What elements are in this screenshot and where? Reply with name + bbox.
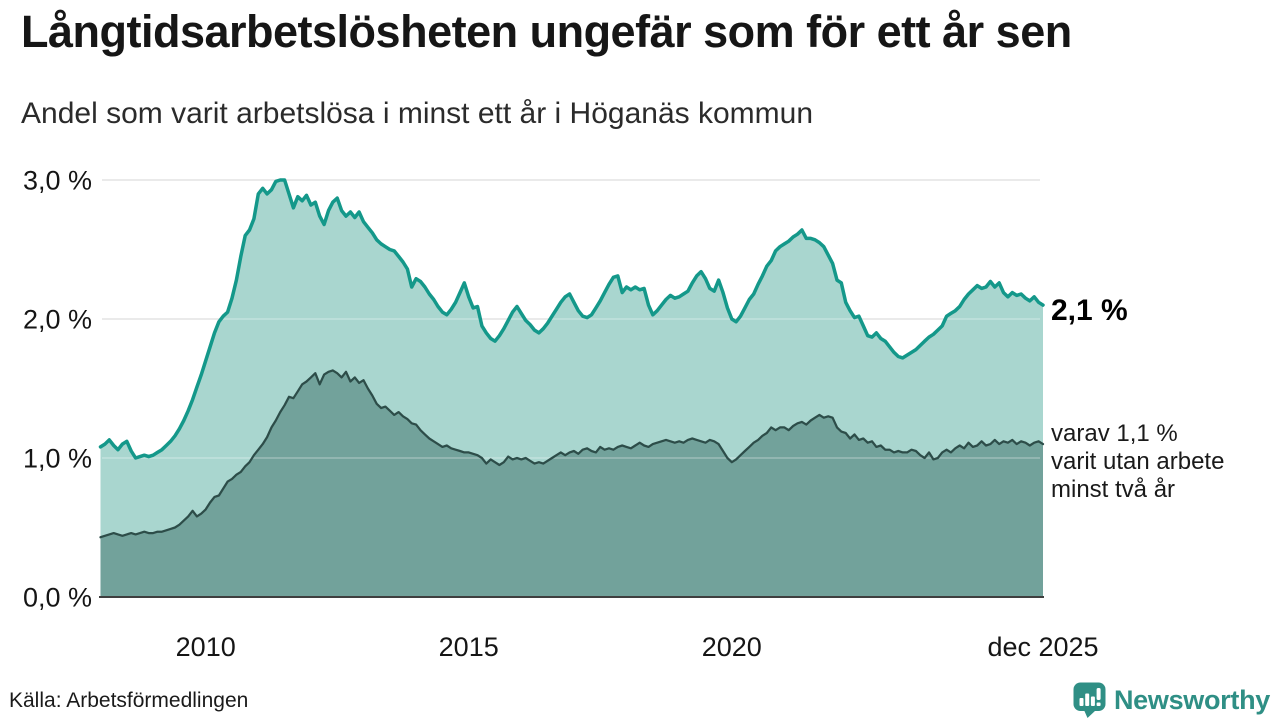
- y-tick-label: 0,0 %: [23, 583, 92, 613]
- two-year-annotation-line1: varav 1,1 %: [1051, 420, 1178, 447]
- x-tick-label: dec 2025: [987, 632, 1098, 662]
- x-tick-label: 2010: [176, 632, 236, 662]
- newsworthy-logo-text: Newsworthy: [1113, 684, 1270, 715]
- total-area: [100, 180, 1043, 538]
- latest-value-annotation: 2,1 %: [1051, 294, 1128, 327]
- page-title: Långtidsarbetslösheten ungefär som för e…: [21, 6, 1072, 57]
- x-tick-label: 2020: [702, 632, 762, 662]
- newsworthy-logo: Newsworthy: [1073, 682, 1270, 718]
- x-tick-label: 2015: [439, 632, 499, 662]
- y-tick-label: 1,0 %: [23, 444, 92, 474]
- total-line: [98, 178, 1045, 460]
- two-year-annotation: varav 1,1 % varit utan arbete minst två …: [1051, 420, 1224, 504]
- page-subtitle: Andel som varit arbetslösa i minst ett å…: [21, 97, 813, 130]
- two-year-area: [100, 370, 1043, 597]
- newsworthy-logo-icon: [1073, 682, 1106, 718]
- two-year-line: [99, 369, 1045, 539]
- y-tick-label: 3,0 %: [23, 166, 92, 196]
- y-tick-label: 2,0 %: [23, 305, 92, 335]
- two-year-annotation-line2: varit utan arbete: [1051, 448, 1225, 475]
- source-credit: Källa: Arbetsförmedlingen: [9, 689, 249, 712]
- unemployment-area-chart: 3,0 % 2,0 % 1,0 % 0,0 % 2010 2015 2020 dec 2025: [23, 166, 1099, 663]
- two-year-annotation-line3: minst två år: [1051, 476, 1176, 503]
